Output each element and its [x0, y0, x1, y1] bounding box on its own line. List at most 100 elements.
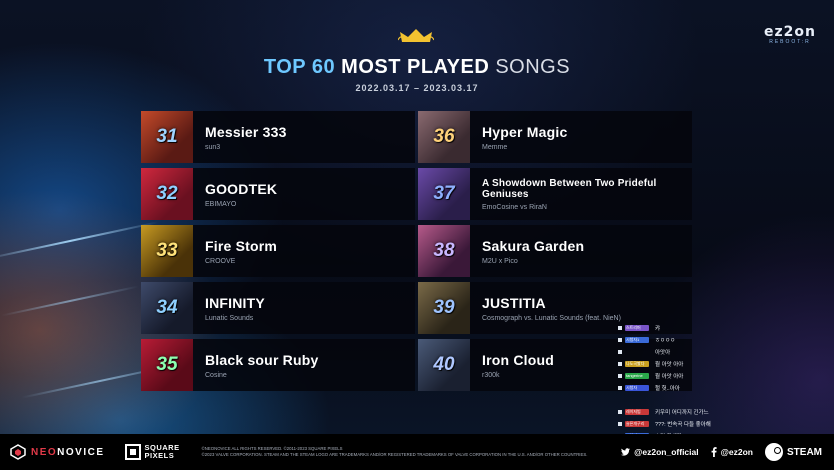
song-title: Messier 333	[205, 124, 287, 140]
chat-username: tangerine	[625, 373, 649, 379]
chat-bullet-icon	[618, 362, 622, 366]
song-row: 35 Black sour Ruby Cosine	[141, 339, 415, 391]
song-jacket-image	[418, 111, 470, 163]
neonovice-logo: NEO NOVICE	[10, 444, 105, 460]
song-jacket-image	[141, 282, 193, 334]
chat-text: 아앗아	[655, 350, 671, 356]
rank-number: 34	[156, 297, 178, 318]
title-suffix: SONGS	[495, 56, 571, 78]
ez2on-logo: ez2on REBOOT:R	[760, 24, 820, 45]
chat-message: 시청자소리 빡세다	[618, 430, 828, 434]
rank-number: 35	[156, 354, 178, 375]
song-title: Iron Cloud	[482, 352, 554, 368]
song-jacket-image	[141, 339, 193, 391]
square-pixels-logo: SQUARE PIXELS	[124, 443, 180, 460]
chat-text: 뭘 아앗 아아	[655, 362, 684, 368]
chat-bullet-icon	[618, 326, 622, 330]
legal-notice: ©NEONOVICE ALL RIGHTS RESERVED. ©2011-20…	[202, 446, 622, 458]
song-artist: EmoCosine vs RiraN	[482, 204, 547, 211]
song-jacket-image	[418, 225, 470, 277]
song-artist: r300k	[482, 372, 500, 379]
song-row: 33 Fire Storm CROOVE	[141, 225, 415, 277]
chat-username: 레이저빔	[625, 409, 649, 415]
facebook-icon	[711, 447, 717, 457]
chat-username: 시청자1	[625, 337, 649, 343]
chat-bullet-icon	[618, 410, 622, 414]
song-title: INFINITY	[205, 295, 265, 311]
square-pixels-line1: SQUARE	[144, 443, 180, 452]
chat-bullet-icon	[618, 374, 622, 378]
chat-message: 시청자 헐 헛..아아	[618, 382, 828, 394]
chat-message: 나도곡봤다 뭘 아앗 아아	[618, 358, 828, 370]
song-title: GOODTEK	[205, 181, 278, 197]
rank-number: 37	[433, 183, 455, 204]
song-artist: sun3	[205, 144, 221, 151]
chat-username: 시청자	[625, 385, 649, 391]
chat-text: 캬	[655, 326, 661, 332]
crown-icon	[398, 29, 434, 42]
rank-number: 32	[156, 183, 178, 204]
song-jacket-image	[418, 339, 470, 391]
song-row: 37 A Showdown Between Two Prideful Genius…	[418, 168, 692, 220]
chat-text: ???: 번속곡 다들 좋아해	[655, 422, 711, 428]
facebook-link[interactable]: @ez2on	[711, 447, 753, 457]
chat-username: 시청자	[625, 433, 649, 434]
footer-bar: NEO NOVICE SQUARE PIXELS ©NEONOVICE ALL R…	[0, 434, 834, 470]
legal-line1: ©NEONOVICE ALL RIGHTS RESERVED. ©2011-20…	[201, 446, 343, 451]
light-streak	[0, 221, 159, 261]
facebook-handle: @ez2on	[720, 447, 753, 457]
rank-number: 31	[156, 126, 178, 147]
twitter-handle: @ez2on_official	[634, 447, 699, 457]
song-row: 32 GOODTEK EBIMAYO	[141, 168, 415, 220]
background-stage: TOP 60 MOST PLAYED SONGS 2022.03.17 – 20…	[0, 0, 834, 434]
title-rank-range: TOP 60	[263, 56, 336, 78]
song-title: A Showdown Between Two Prideful Geniuses	[482, 178, 657, 200]
square-pixels-icon	[124, 444, 141, 460]
chat-bullet-icon	[618, 350, 622, 354]
page-title: TOP 60 MOST PLAYED SONGS	[0, 56, 834, 79]
song-jacket-image	[418, 282, 470, 334]
chat-text: 헐 헛..아아	[655, 386, 680, 392]
chat-text: 키우미 어디까지 긴가느	[655, 410, 709, 416]
legal-line2: ©2023 VALVE CORPORATION. STEAM AND THE S…	[201, 452, 588, 457]
song-jacket-image	[141, 225, 193, 277]
song-jacket-image	[141, 168, 193, 220]
chat-bullet-icon	[618, 386, 622, 390]
rank-number: 39	[433, 297, 455, 318]
rank-number: 33	[156, 240, 178, 261]
logo-text: ez2on	[764, 24, 816, 40]
twitter-link[interactable]: @ez2on_official	[621, 447, 699, 457]
song-jacket-image	[141, 111, 193, 163]
square-pixels-line2: PIXELS	[144, 451, 175, 460]
song-title: Black sour Ruby	[205, 352, 319, 368]
chat-message: 레이저빔 키우미 어디까지 긴가느	[618, 406, 828, 418]
chat-message: 슬픈개구리 ???: 번속곡 다들 좋아해	[618, 418, 828, 430]
song-artist: Memme	[482, 144, 508, 151]
neonovice-icon	[10, 444, 26, 460]
chat-message: 스트리머 캬	[618, 322, 828, 334]
steam-link[interactable]: STEAM	[765, 443, 822, 461]
chat-message: tangerine 뭘 아앗 아아	[618, 370, 828, 382]
chat-message: 아앗아	[618, 346, 828, 358]
song-title: Hyper Magic	[482, 124, 568, 140]
chat-username	[625, 349, 649, 355]
song-artist: CROOVE	[205, 258, 236, 265]
chat-bullet-icon	[618, 338, 622, 342]
song-row: 36 Hyper Magic Memme	[418, 111, 692, 163]
chat-username: 슬픈개구리	[625, 421, 649, 427]
rank-number: 36	[433, 126, 455, 147]
song-artist: Lunatic Sounds	[205, 315, 254, 322]
logo-subtext: REBOOT:R	[769, 39, 811, 45]
song-jacket-image	[418, 168, 470, 220]
neonovice-text-b: NOVICE	[57, 446, 105, 458]
song-artist: Cosmograph vs. Lunatic Sounds (feat. Nie…	[482, 315, 621, 322]
chat-message: 시청자1 ㅎㅇㅇㅇ	[618, 334, 828, 346]
song-row: 31 Messier 333 sun3	[141, 111, 415, 163]
light-streak	[1, 285, 139, 317]
title-main: MOST PLAYED	[341, 56, 490, 78]
rank-number: 40	[433, 354, 455, 375]
neonovice-text-a: NEO	[31, 446, 58, 458]
chat-text: 뭘 아앗 아아	[655, 374, 684, 380]
chat-text: ㅎㅇㅇㅇ	[655, 338, 676, 344]
